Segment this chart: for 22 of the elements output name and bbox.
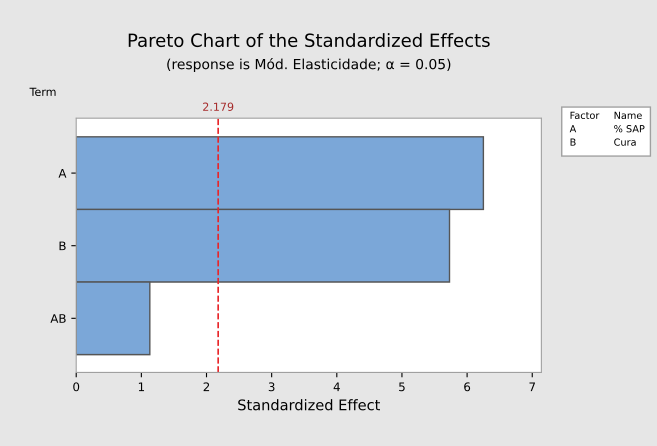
text: Factor xyxy=(570,112,600,120)
x-tick-label: 7 xyxy=(529,382,535,392)
chart-subtitle: (response is Mód. Elasticidade; α = 0.05) xyxy=(167,58,450,72)
text: B xyxy=(570,138,576,146)
text: Name xyxy=(614,112,642,120)
y-tick-label: B xyxy=(60,242,66,250)
x-tick-label: 2 xyxy=(204,382,210,392)
text: % SAP xyxy=(614,125,644,132)
y-axis-title: Term xyxy=(30,88,56,96)
x-tick-label: 1 xyxy=(138,382,144,392)
x-tick-label: 5 xyxy=(399,382,405,392)
x-tick-label: 3 xyxy=(268,382,274,392)
text: A xyxy=(570,125,576,132)
x-axis-title: Standardized Effect xyxy=(238,399,380,410)
y-tick-label: A xyxy=(58,168,66,178)
chart-title: Pareto Chart of the Standardized Effects xyxy=(128,33,490,48)
x-tick-label: 6 xyxy=(464,382,470,392)
x-tick-label: 4 xyxy=(334,382,340,392)
x-tick-label: 0 xyxy=(73,382,80,392)
text: Cura xyxy=(614,138,636,146)
ref-line-label: 2.179 xyxy=(203,102,234,111)
y-tick-label: AB xyxy=(50,314,66,323)
